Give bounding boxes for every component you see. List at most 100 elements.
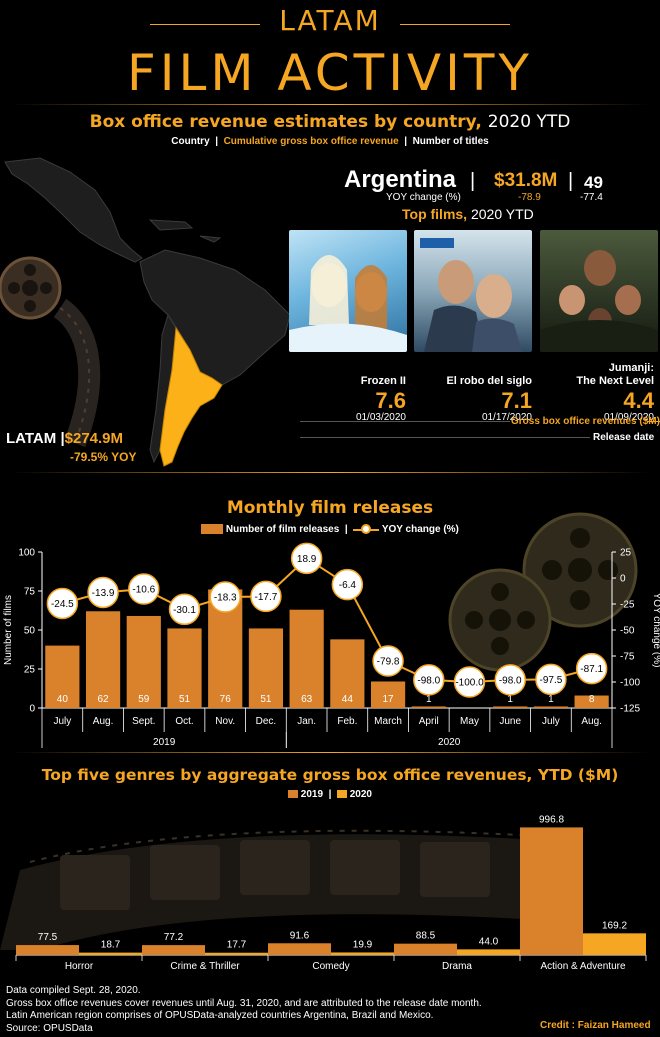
year-label: 2020 bbox=[438, 737, 461, 748]
x-tick-label: July bbox=[53, 716, 71, 727]
yoy-label: -6.4 bbox=[339, 580, 357, 591]
key-date: Release date bbox=[593, 432, 655, 443]
film-strip-decoration-icon bbox=[0, 829, 540, 950]
legend-country: Country bbox=[171, 136, 210, 147]
bar bbox=[370, 681, 406, 708]
x-tick-label: Dec. bbox=[256, 716, 277, 727]
yoy-point bbox=[453, 666, 486, 698]
bar-label: 17 bbox=[383, 694, 395, 705]
y2-tick-label: -125 bbox=[620, 704, 640, 715]
genres-legend: 2019 | 2020 bbox=[0, 789, 660, 800]
film-1-revenue: 7.6 bbox=[375, 388, 406, 413]
film-2-revenue: 7.1 bbox=[501, 388, 532, 413]
yoy-label: -97.5 bbox=[540, 675, 563, 686]
yoy-label: -87.1 bbox=[580, 664, 603, 675]
title-latam: LATAM bbox=[279, 4, 381, 37]
label-2019: 77.5 bbox=[38, 932, 58, 943]
x-tick-label: Oct. bbox=[175, 716, 193, 727]
film-3-date: 01/09/2020 bbox=[603, 412, 654, 423]
revenue-legend: Country | Cumulative gross box office re… bbox=[0, 136, 660, 147]
country-name: Argentina bbox=[344, 166, 457, 193]
monthly-releases-chart: 0 25 50 75 100 Number of films 25 0 -25 -50 -75 -10… bbox=[3, 542, 660, 748]
yoy-point bbox=[250, 580, 282, 613]
yoy-point bbox=[290, 542, 323, 575]
bar bbox=[45, 645, 80, 708]
film-1-name: Frozen II bbox=[360, 375, 406, 387]
bar bbox=[126, 615, 161, 708]
y2-axis-label: YOY change (%) bbox=[651, 593, 660, 668]
bar-2020 bbox=[583, 933, 646, 955]
y2-tick-label: -100 bbox=[620, 678, 640, 689]
latam-map bbox=[4, 157, 291, 467]
bar-label: 62 bbox=[98, 694, 110, 705]
y-tick-label: 25 bbox=[24, 665, 36, 676]
credit-label: Credit : bbox=[540, 1020, 575, 1031]
x-tick-label: July bbox=[542, 716, 560, 727]
bar-2020 bbox=[457, 949, 520, 955]
bar-label: 8 bbox=[589, 694, 595, 705]
yoy-point bbox=[575, 652, 608, 685]
yoy-point bbox=[87, 576, 119, 609]
top-films-title: Top films, 2020 YTD bbox=[402, 206, 534, 222]
legend-bar-swatch bbox=[201, 524, 224, 535]
yoy-point bbox=[128, 573, 160, 605]
x-tick-label: Jan. bbox=[297, 716, 316, 727]
map-south-america bbox=[139, 249, 291, 386]
country-yoy-label: YOY change (%) bbox=[386, 192, 461, 203]
legend-2019-swatch bbox=[288, 790, 298, 799]
film-reel-decoration-icon bbox=[0, 256, 101, 447]
credit-name: Faizan Hameed bbox=[577, 1020, 651, 1031]
film-reel-right-icon bbox=[448, 512, 638, 672]
yoy-point bbox=[168, 593, 201, 626]
legend-sep: | bbox=[344, 524, 348, 535]
x-tick-label: Aug. bbox=[581, 716, 602, 727]
x-tick-label: Sept. bbox=[132, 716, 155, 727]
country-titles: 49 bbox=[584, 173, 603, 192]
label-2020: 44.0 bbox=[479, 936, 499, 947]
bar bbox=[533, 706, 569, 708]
bar-label: 1 bbox=[507, 694, 513, 705]
label-2020: 19.9 bbox=[353, 939, 373, 950]
key-revenue-line bbox=[300, 421, 510, 422]
monthly-legend: Number of film releases | YOY change (%) bbox=[0, 524, 660, 535]
yoy-label: -10.6 bbox=[132, 585, 155, 596]
key-date-line bbox=[300, 437, 590, 438]
bar-2019 bbox=[16, 945, 79, 955]
legend-titles: Number of titles bbox=[412, 136, 489, 147]
legend-cumulative: Cumulative gross box office revenue bbox=[223, 136, 399, 147]
revenue-title-suffix: 2020 YTD bbox=[487, 112, 571, 132]
y-tick-label: 100 bbox=[18, 548, 35, 559]
revenue-section-title: Box office revenue estimates by country,… bbox=[0, 112, 660, 132]
bar-label: 51 bbox=[179, 694, 191, 705]
bar bbox=[330, 639, 365, 708]
year-label: 2019 bbox=[153, 737, 176, 748]
bar bbox=[85, 611, 121, 708]
footer-line-1: Data compiled Sept. 28, 2020. bbox=[6, 985, 141, 996]
footer-notes: Data compiled Sept. 28, 2020. Gross box … bbox=[6, 985, 482, 1035]
film-3-revenue: 4.4 bbox=[623, 388, 654, 413]
country-revenue: $31.8M bbox=[494, 170, 558, 191]
top-films-title-text: Top films, bbox=[402, 206, 468, 222]
yoy-point bbox=[494, 664, 526, 696]
bar-label: 44 bbox=[342, 694, 354, 705]
bar-2020 bbox=[79, 952, 142, 955]
latam-yoy: -79.5% YOY bbox=[70, 450, 137, 464]
yoy-label: -98.0 bbox=[499, 675, 522, 686]
film-3-name-line2: The Next Level bbox=[576, 375, 654, 387]
yoy-label: -100.0 bbox=[455, 678, 484, 689]
legend-genre-sep: | bbox=[328, 789, 332, 800]
map-mexico bbox=[4, 157, 143, 263]
bar bbox=[574, 695, 609, 708]
genre-label: Crime & Thriller bbox=[170, 961, 240, 972]
legend-line-swatch bbox=[353, 524, 380, 535]
bar-2019 bbox=[394, 943, 457, 955]
poster-el-robo-del-siglo bbox=[414, 230, 532, 352]
x-tick-label: Aug. bbox=[93, 716, 114, 727]
bar-2020 bbox=[205, 952, 268, 955]
genre-label: Horror bbox=[65, 961, 94, 972]
yoy-point bbox=[46, 587, 79, 620]
bar-label: 1 bbox=[548, 694, 554, 705]
y-tick-label: 50 bbox=[24, 626, 36, 637]
yoy-point bbox=[372, 645, 404, 677]
yoy-point bbox=[535, 663, 567, 696]
